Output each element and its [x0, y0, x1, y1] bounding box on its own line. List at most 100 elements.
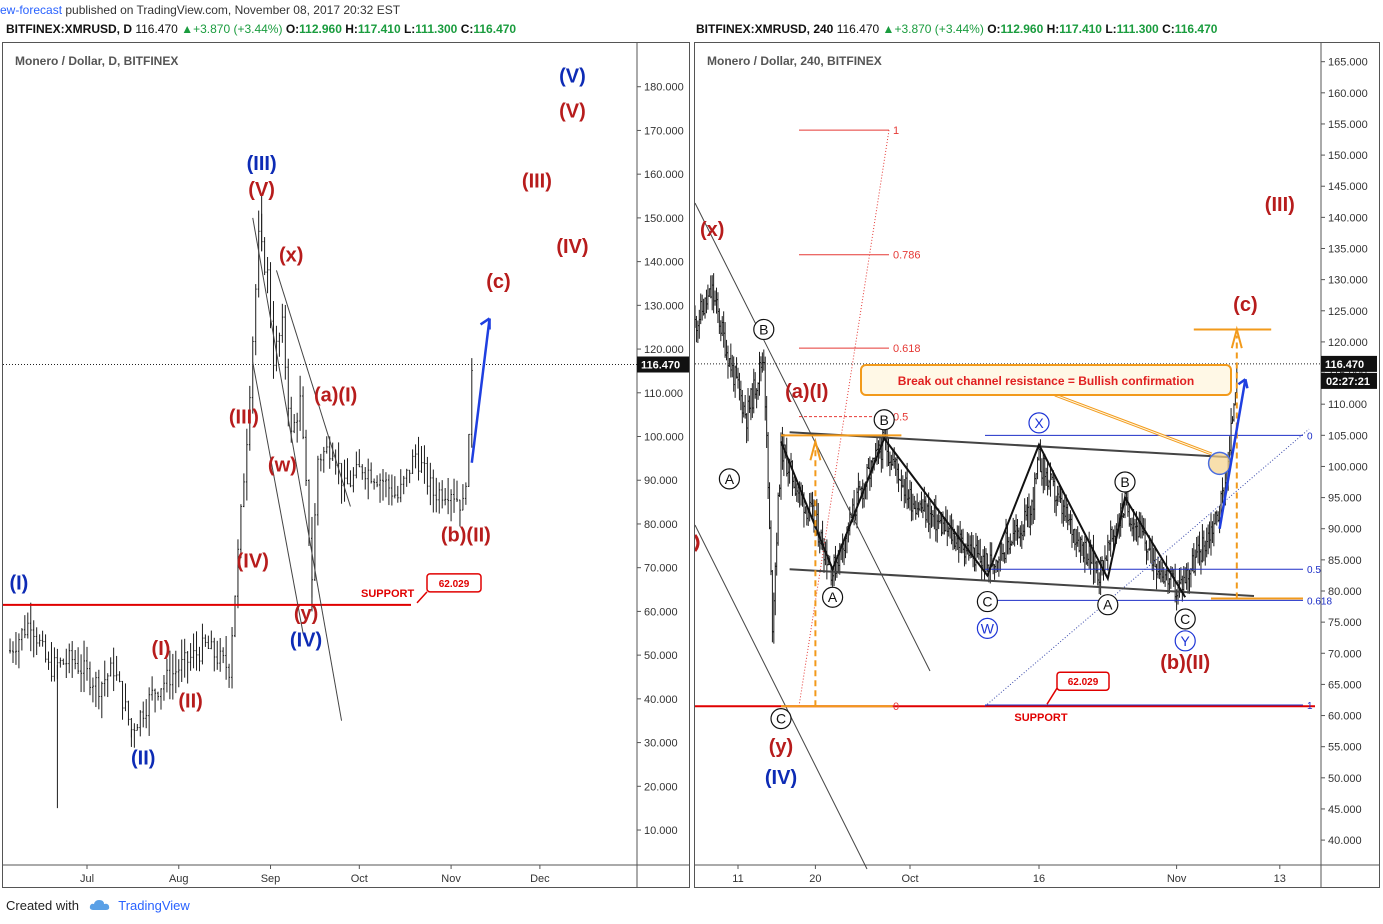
projection-arrow-line [1218, 379, 1247, 529]
support-text: SUPPORT [361, 588, 414, 600]
abc-zigzag [780, 436, 1187, 598]
wave-circle-label: C [982, 594, 992, 610]
support-text: SUPPORT [1014, 712, 1067, 724]
fib-level-label: 0 [893, 701, 899, 713]
up-arrow-icon: ▲ [882, 22, 895, 36]
wave-label: (III) [247, 153, 277, 175]
y-tick-label: 145.000 [1328, 181, 1368, 193]
wave-circle-label: B [880, 412, 889, 428]
y-tick-label: 160.000 [1328, 88, 1368, 100]
y-tick-label: 85.000 [1328, 555, 1362, 567]
trendline [275, 270, 351, 507]
o-label-right: O: [987, 22, 1001, 36]
wave-circle [976, 617, 998, 639]
last-price-right: 116.470 [836, 22, 880, 36]
x-tick-label: 13 [1274, 873, 1286, 885]
fib-level-label: 0.786 [893, 250, 921, 262]
h4-chart-canvas[interactable]: 40.000 45.000 50.000 55.000 60.000 65.000 70.0… [695, 43, 1379, 887]
l-value-left: 111.300 [415, 22, 458, 36]
last-price-tag [1321, 355, 1377, 372]
y-tick-label: 10.000 [644, 825, 678, 837]
y-tick-label: 110.000 [644, 388, 683, 400]
support-pointer [1046, 687, 1058, 705]
wave-circle-label: B [759, 321, 768, 337]
x-tick-label: 20 [809, 873, 821, 885]
wave-circle-label: Y [1181, 633, 1191, 649]
quote-bar-left: BITFINEX:XMRUSD, D 116.470 ▲+3.870 (+3.4… [6, 22, 516, 36]
y-tick-label: 20.000 [644, 781, 678, 793]
wave-label: (y) [769, 736, 793, 758]
wave-label: (x) [279, 245, 303, 267]
footer: Created with TradingView [6, 898, 190, 914]
change-left: +3.870 (+3.44%) [193, 22, 283, 36]
fib-ext-label: 0 [1307, 431, 1313, 442]
forecast-arrow-line [470, 318, 491, 463]
y-tick-label: 170.000 [644, 125, 684, 137]
wave-circle [1114, 471, 1136, 493]
y-tick-label: 155.000 [1328, 119, 1368, 131]
y-tick-label: 80.000 [644, 519, 678, 531]
tradingview-link[interactable]: TradingView [118, 898, 190, 913]
y-tick-label: 95.000 [1328, 493, 1362, 505]
callout-box [860, 364, 1232, 396]
wave-circle-label: A [1103, 597, 1113, 613]
author-link[interactable]: ew-forecast [0, 3, 63, 17]
wave-label: (II) [178, 691, 202, 713]
fib-level-label: 0.618 [893, 343, 921, 355]
forecast-arrow-head [479, 317, 491, 330]
last-price-value: 116.470 [1325, 359, 1364, 371]
daily-chart-canvas[interactable]: 10.000 20.000 30.000 40.000 50.000 60.000 70.0… [3, 43, 689, 887]
daily-chart-panel[interactable]: 10.000 20.000 30.000 40.000 50.000 60.000 70.0… [2, 42, 690, 888]
y-tick-label: 70.000 [1328, 648, 1362, 660]
wave-label: (y) [294, 603, 318, 625]
orange-arrow-head [809, 437, 822, 461]
symbol-left: BITFINEX:XMRUSD, D [6, 22, 132, 36]
fib-ext-label: 0.5 [1307, 565, 1321, 576]
support-value: 62.029 [439, 579, 470, 590]
y-tick-label: 30.000 [644, 738, 678, 750]
last-price-tag [637, 356, 689, 373]
publish-header: ew-forecast published on TradingView.com… [0, 3, 690, 17]
callout-pointer-inner [1054, 394, 1212, 455]
c-value-right: 116.470 [1174, 22, 1218, 36]
wave-label: (a)(I) [314, 385, 357, 407]
y-tick-label: 140.000 [1328, 212, 1368, 224]
wave-label: (III) [229, 406, 259, 428]
wave-circle-label: B [1120, 474, 1129, 490]
o-value-right: 112.960 [1000, 22, 1044, 36]
callout-text: Break out channel resistance = Bullish c… [898, 374, 1194, 388]
symbol-right: BITFINEX:XMRUSD, 240 [696, 22, 834, 36]
y-tick-label: 160.000 [644, 169, 684, 181]
y-tick-label: 50.000 [1328, 773, 1362, 785]
x-tick-label: Dec [530, 873, 550, 885]
wave-circle [770, 708, 792, 730]
wave-label: (IV) [237, 551, 269, 573]
x-tick-label: Jul [80, 873, 94, 885]
channel-line [789, 431, 1229, 459]
wave-label: (IV) [765, 767, 797, 789]
y-tick-label: 120.000 [644, 344, 684, 356]
descending-trendline [695, 202, 931, 672]
fib-ext-label: 0.618 [1307, 596, 1332, 607]
x-tick-label: Sep [261, 873, 281, 885]
tradingview-cloud-icon [89, 899, 111, 914]
wave-label: (b)(II) [1160, 652, 1210, 674]
wave-label: (c) [486, 271, 510, 293]
y-tick-label: 165.000 [1328, 57, 1368, 69]
y-tick-label: 45.000 [1328, 804, 1362, 816]
y-tick-label: 180.000 [644, 82, 684, 94]
y-tick-label: 130.000 [644, 300, 684, 312]
wave-circle-label: C [776, 711, 786, 727]
y-tick-label: 75.000 [1328, 617, 1362, 629]
y-tick-label: 40.000 [1328, 835, 1362, 847]
wave-label: (x) [700, 219, 724, 241]
wave-label: (I) [152, 638, 171, 660]
h4-chart-panel[interactable]: 40.000 45.000 50.000 55.000 60.000 65.000 70.0… [694, 42, 1380, 888]
y-tick-label: 150.000 [644, 213, 684, 225]
o-value-left: 112.960 [299, 22, 342, 36]
x-tick-label: Aug [169, 873, 189, 885]
countdown-tag [1321, 372, 1377, 389]
y-tick-label: 90.000 [644, 475, 678, 487]
y-tick-label: 65.000 [1328, 679, 1362, 691]
wave-circle [873, 409, 895, 431]
